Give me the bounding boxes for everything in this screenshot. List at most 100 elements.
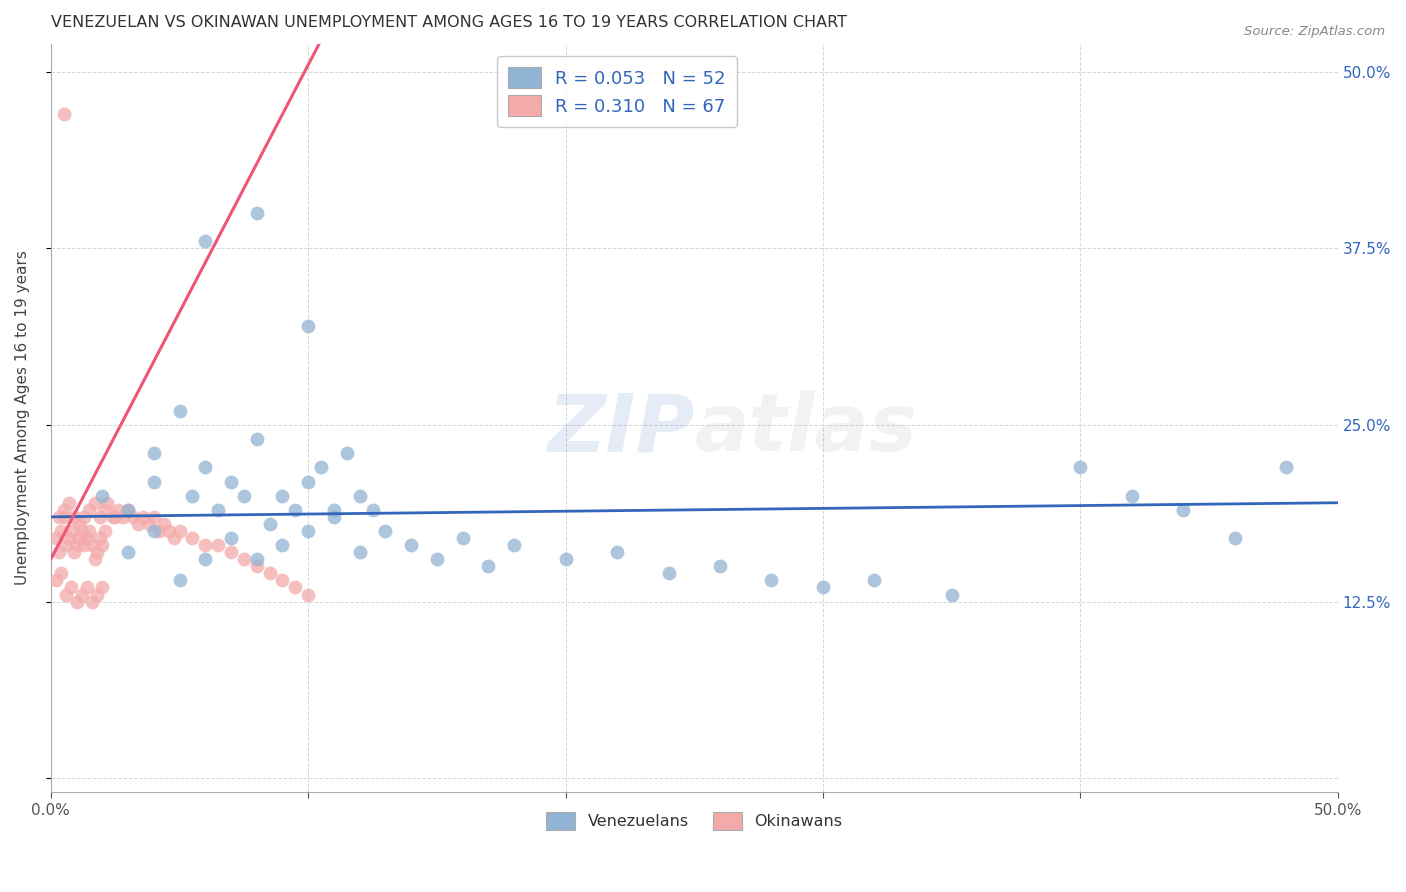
Point bbox=[194, 538, 217, 552]
Point bbox=[89, 531, 111, 545]
Point bbox=[361, 503, 384, 517]
Point bbox=[52, 107, 75, 121]
Point bbox=[232, 552, 254, 566]
Point bbox=[863, 574, 886, 588]
Point bbox=[207, 538, 229, 552]
Point bbox=[163, 531, 186, 545]
Point bbox=[111, 509, 134, 524]
Point bbox=[194, 235, 217, 249]
Y-axis label: Unemployment Among Ages 16 to 19 years: Unemployment Among Ages 16 to 19 years bbox=[15, 251, 30, 585]
Point bbox=[181, 531, 204, 545]
Point bbox=[246, 552, 269, 566]
Point bbox=[104, 509, 127, 524]
Point bbox=[49, 524, 72, 538]
Point bbox=[232, 489, 254, 503]
Point bbox=[194, 552, 217, 566]
Point bbox=[271, 538, 294, 552]
Point bbox=[48, 545, 70, 559]
Point bbox=[349, 545, 371, 559]
Point bbox=[117, 503, 139, 517]
Point bbox=[142, 524, 165, 538]
Point bbox=[73, 509, 96, 524]
Point bbox=[709, 559, 731, 574]
Point bbox=[80, 594, 103, 608]
Point bbox=[451, 531, 474, 545]
Point bbox=[80, 538, 103, 552]
Text: ZIP: ZIP bbox=[547, 390, 695, 468]
Point bbox=[246, 559, 269, 574]
Point bbox=[73, 538, 96, 552]
Point bbox=[761, 574, 783, 588]
Point bbox=[142, 446, 165, 460]
Point bbox=[271, 574, 294, 588]
Point bbox=[89, 509, 111, 524]
Point bbox=[117, 545, 139, 559]
Point bbox=[323, 503, 346, 517]
Point bbox=[349, 489, 371, 503]
Point bbox=[60, 581, 83, 595]
Point bbox=[169, 574, 191, 588]
Point bbox=[86, 588, 108, 602]
Point bbox=[811, 581, 834, 595]
Point bbox=[181, 489, 204, 503]
Point bbox=[259, 516, 281, 531]
Point bbox=[91, 489, 114, 503]
Point bbox=[107, 503, 129, 517]
Point bbox=[67, 516, 90, 531]
Point bbox=[194, 460, 217, 475]
Point bbox=[76, 531, 98, 545]
Point bbox=[297, 524, 319, 538]
Point bbox=[207, 503, 229, 517]
Point bbox=[297, 475, 319, 489]
Point bbox=[70, 524, 93, 538]
Point bbox=[219, 531, 242, 545]
Point bbox=[941, 588, 963, 602]
Point bbox=[219, 475, 242, 489]
Point bbox=[157, 524, 180, 538]
Point bbox=[1121, 489, 1143, 503]
Point bbox=[45, 574, 67, 588]
Point bbox=[426, 552, 449, 566]
Point bbox=[101, 509, 124, 524]
Point bbox=[83, 552, 105, 566]
Point bbox=[79, 524, 101, 538]
Point bbox=[503, 538, 526, 552]
Point bbox=[70, 588, 93, 602]
Point bbox=[1069, 460, 1091, 475]
Point bbox=[297, 588, 319, 602]
Point bbox=[96, 496, 118, 510]
Point bbox=[309, 460, 332, 475]
Point bbox=[169, 524, 191, 538]
Point bbox=[1223, 531, 1246, 545]
Point bbox=[1275, 460, 1298, 475]
Point bbox=[55, 588, 77, 602]
Point bbox=[153, 516, 176, 531]
Point bbox=[55, 538, 77, 552]
Text: atlas: atlas bbox=[695, 390, 917, 468]
Point bbox=[58, 496, 80, 510]
Point bbox=[554, 552, 576, 566]
Point bbox=[132, 509, 155, 524]
Point bbox=[49, 566, 72, 581]
Point bbox=[323, 509, 346, 524]
Point bbox=[65, 538, 87, 552]
Point bbox=[65, 594, 87, 608]
Point bbox=[169, 404, 191, 418]
Point bbox=[91, 538, 114, 552]
Point bbox=[94, 524, 117, 538]
Point bbox=[284, 581, 307, 595]
Point bbox=[45, 531, 67, 545]
Point bbox=[297, 319, 319, 334]
Point bbox=[60, 524, 83, 538]
Point bbox=[127, 516, 149, 531]
Point bbox=[399, 538, 422, 552]
Point bbox=[83, 496, 105, 510]
Point bbox=[117, 503, 139, 517]
Point bbox=[138, 516, 160, 531]
Legend: Venezuelans, Okinawans: Venezuelans, Okinawans bbox=[540, 805, 849, 837]
Point bbox=[606, 545, 628, 559]
Point bbox=[246, 206, 269, 220]
Point bbox=[219, 545, 242, 559]
Point bbox=[336, 446, 359, 460]
Point bbox=[94, 503, 117, 517]
